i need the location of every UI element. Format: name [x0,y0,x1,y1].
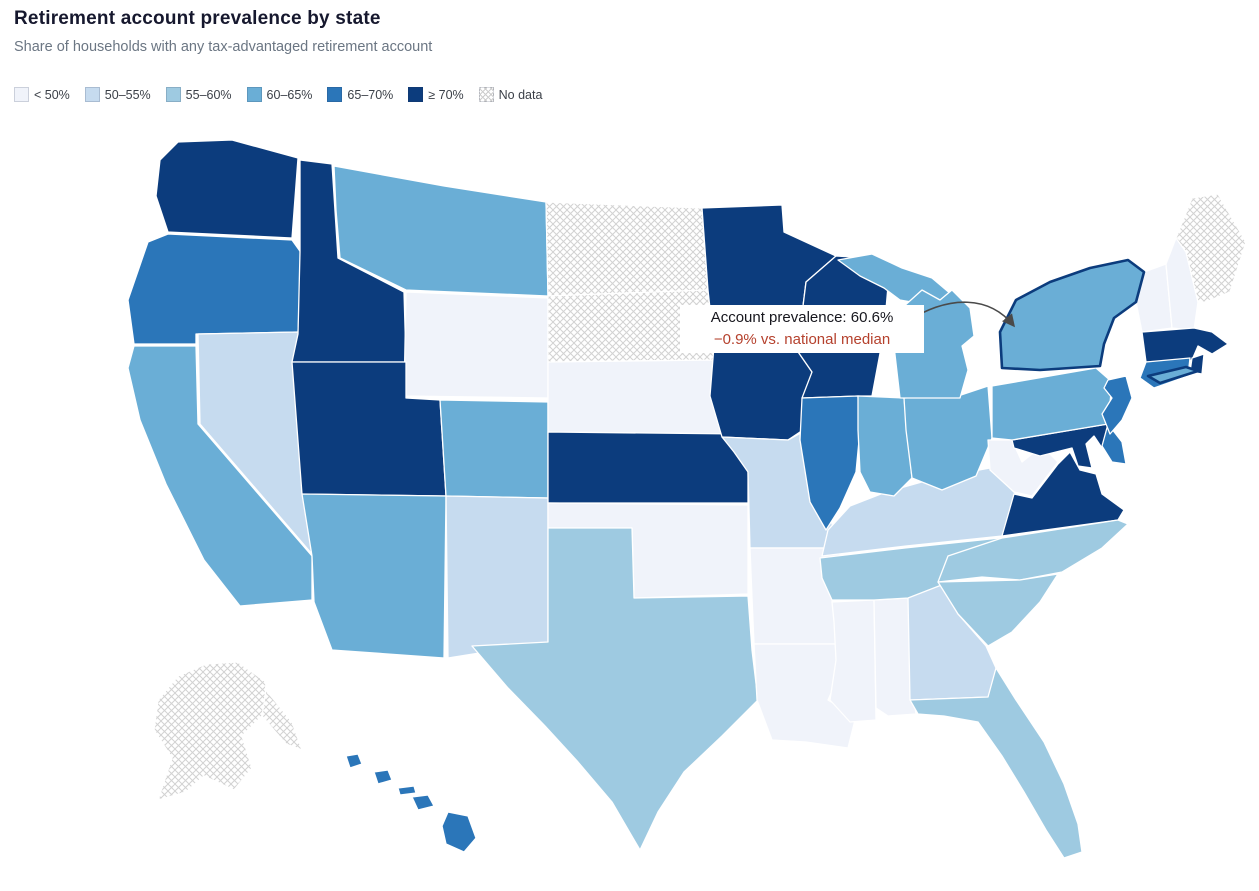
state-ny[interactable] [998,258,1146,372]
state-az[interactable] [301,493,447,659]
legend-item: 50–55% [84,87,151,102]
state-mt[interactable] [333,165,549,297]
tooltip-delta: −0.9% vs. national median [713,330,891,348]
state-hi-big-island[interactable] [441,811,477,853]
state-ma[interactable] [1141,327,1229,363]
legend-item: 65–70% [327,87,393,102]
state-fl[interactable] [909,667,1083,859]
state-tx[interactable] [471,527,759,851]
state-ny-long-island[interactable] [1146,365,1200,385]
legend-label: 50–55% [104,87,151,102]
state-hi-oahu[interactable] [373,769,393,785]
state-ak[interactable] [153,661,267,801]
state-ca[interactable] [127,345,313,607]
state-ms[interactable] [829,599,877,723]
header: Retirement account prevalence by state S… [14,8,432,55]
state-co[interactable] [439,399,549,499]
state-ks[interactable] [547,431,749,504]
legend: < 50% 50–55% 55–60% 60–65% 65–70% ≥ 70% No dat… [14,87,542,102]
state-nm[interactable] [445,495,549,659]
state-de[interactable] [1101,423,1127,465]
legend-swatch [246,87,262,102]
legend-swatch [327,87,343,102]
state-sc[interactable] [937,573,1059,647]
states-layer [127,139,1247,859]
legend-item: 60–65% [246,87,313,102]
page-subtitle: Share of households with any tax-advanta… [14,39,433,55]
state-ak-panhandle[interactable] [261,689,303,751]
state-nc[interactable] [937,519,1129,583]
state-me[interactable] [1175,193,1247,303]
legend-item: 55–60% [165,87,232,102]
state-nd[interactable] [545,201,709,297]
legend-item: No data [478,87,543,102]
legend-swatch [408,87,424,102]
legend-item: ≥ 70% [408,87,464,102]
legend-label: 60–65% [266,87,313,102]
legend-label: 65–70% [347,87,394,102]
tooltip-value: Account prevalence: 60.6% [710,309,894,326]
legend-label: No data [498,87,543,102]
tooltip: Account prevalence: 60.6% −0.9% vs. nati… [680,305,924,353]
legend-swatch [14,87,29,102]
state-wa[interactable] [155,139,299,239]
state-nj[interactable] [1101,375,1133,435]
state-va[interactable] [1001,451,1125,537]
legend-label: 55–60% [185,87,232,102]
page-title: Retirement account prevalence by state [14,8,381,29]
legend-label: ≥ 70% [428,87,464,102]
legend-swatch [84,87,100,102]
state-or[interactable] [127,233,303,345]
state-hi-molokai[interactable] [397,785,417,796]
state-in[interactable] [857,395,913,497]
state-hi-maui[interactable] [411,794,435,811]
legend-label: < 50% [34,87,70,102]
state-oh[interactable] [903,385,993,491]
state-hi-kauai[interactable] [345,753,363,769]
state-wy[interactable] [403,291,549,399]
state-ia[interactable] [709,345,813,441]
legend-swatch [165,87,181,102]
legend-swatch-no-data [478,87,494,102]
legend-item: < 50% [14,87,70,102]
